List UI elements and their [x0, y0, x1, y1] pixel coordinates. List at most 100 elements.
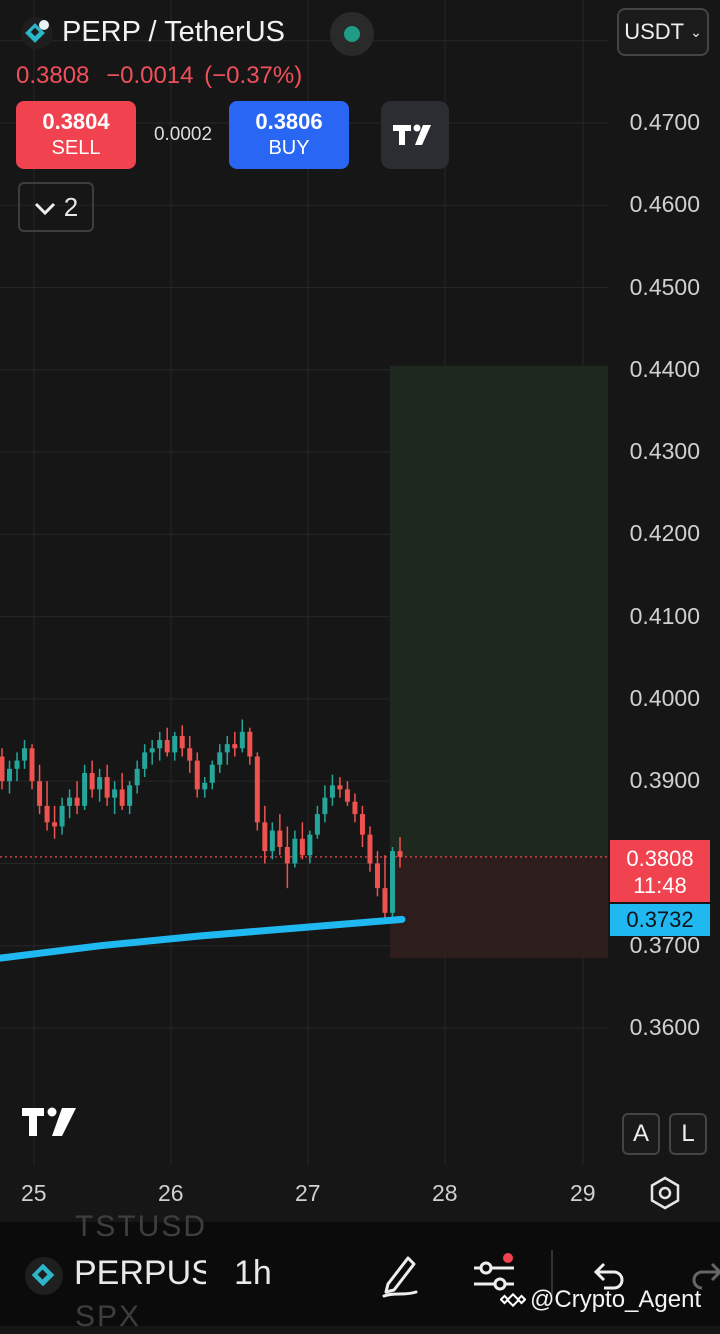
date-tick-label: 28: [432, 1180, 458, 1206]
candle-body: [389, 851, 395, 913]
currency-selector[interactable]: USDT ⌄: [617, 8, 709, 56]
scroll-ghost-symbol: TSTUSD: [75, 1210, 207, 1243]
candle-body: [149, 748, 155, 753]
candle-body: [299, 838, 305, 856]
undo-icon[interactable]: [590, 1258, 626, 1294]
date-tick-label: 26: [158, 1180, 184, 1206]
tradingview-button[interactable]: [381, 101, 449, 169]
toolbar-divider: [551, 1250, 553, 1302]
candle-body: [22, 748, 28, 761]
market-status[interactable]: [330, 12, 374, 56]
candle-body: [284, 847, 290, 864]
last-price: 0.3808: [16, 62, 90, 89]
redo-icon[interactable]: [690, 1258, 720, 1294]
price-tick-label: 0.3700: [629, 931, 700, 958]
candles: [0, 719, 403, 923]
last-price-tag: 0.3808 11:48: [610, 840, 710, 902]
market-open-dot-icon: [344, 26, 360, 42]
candle-body: [202, 782, 208, 790]
candle-body: [217, 752, 223, 765]
date-tick-label: 27: [295, 1180, 321, 1206]
candle-body: [104, 777, 110, 798]
candle-body: [119, 789, 125, 806]
candle-body: [0, 756, 5, 782]
candle-body: [337, 785, 343, 790]
candle-body: [172, 735, 178, 753]
candle-body: [112, 789, 118, 798]
candle-body: [322, 797, 328, 815]
candle-body: [194, 760, 200, 790]
candle-body: [254, 756, 260, 823]
symbol-selector[interactable]: PERPUS: [74, 1254, 206, 1292]
interval-selector[interactable]: 1h: [234, 1254, 272, 1292]
candle-body: [277, 830, 283, 847]
candle-body: [269, 830, 275, 852]
log-scale-button[interactable]: L: [669, 1113, 707, 1155]
price-tick-label: 0.4000: [629, 684, 700, 711]
candle-body: [67, 797, 73, 806]
tradingview-watermark-icon: [22, 1107, 76, 1136]
symbol-logo-icon: [21, 17, 53, 49]
currency-label: USDT: [624, 19, 685, 44]
price-tick-label: 0.3900: [629, 767, 700, 794]
candle-body: [187, 748, 193, 761]
sell-button[interactable]: 0.3804 SELL: [16, 101, 136, 169]
candle-body: [7, 768, 13, 782]
candle-body: [367, 834, 373, 864]
price-tick-label: 0.4600: [629, 191, 700, 218]
candle-body: [134, 768, 140, 786]
candle-body: [179, 735, 185, 749]
candle-body: [44, 805, 50, 823]
candle-body: [14, 760, 20, 769]
sell-price: 0.3804: [42, 109, 110, 134]
moving-average-line: [0, 915, 406, 962]
buy-button[interactable]: 0.3806 BUY: [229, 101, 349, 169]
indicators-icon[interactable]: [470, 1252, 518, 1298]
symbol-logo-icon: [25, 1257, 63, 1295]
candle-body: [247, 731, 253, 757]
indicators-toggle[interactable]: 2: [18, 182, 94, 232]
candle-body: [224, 744, 230, 753]
buy-price: 0.3806: [255, 109, 323, 134]
date-tick-label: 25: [21, 1180, 47, 1206]
candle-body: [97, 777, 103, 790]
candle-body: [397, 851, 403, 857]
candle-body: [59, 805, 65, 827]
price-chart[interactable]: [0, 0, 720, 1222]
candle-body: [82, 772, 88, 806]
position-loss-zone: [390, 856, 608, 959]
last-price-tag-value: 0.3808: [626, 846, 694, 871]
candle-body: [314, 814, 320, 835]
tradingview-logo-icon: [393, 124, 431, 145]
candle-body: [232, 744, 238, 749]
candle-body: [239, 731, 245, 749]
chart-settings-icon[interactable]: [648, 1176, 682, 1210]
symbol-title[interactable]: PERP / TetherUS: [62, 16, 285, 48]
quote-line: 0.3808 −0.0014 (−0.37%): [16, 62, 312, 90]
candle-body: [74, 797, 80, 806]
indicators-count: 2: [63, 191, 79, 222]
change-abs: −0.0014: [106, 62, 194, 89]
candle-body: [292, 838, 298, 864]
candle-body: [89, 772, 95, 790]
sell-label: SELL: [51, 137, 101, 159]
auto-scale-button[interactable]: A: [622, 1113, 660, 1155]
price-tick-label: 0.4500: [629, 273, 700, 300]
candle-body: [329, 785, 335, 798]
candle-body: [164, 740, 170, 753]
candle-body: [382, 888, 388, 913]
moving-average-tag: 0.3732: [610, 904, 710, 936]
chevron-down-icon: ⌄: [690, 23, 702, 40]
candle-body: [127, 785, 133, 806]
spread-value: 0.0002: [153, 124, 213, 145]
date-tick-label: 29: [570, 1180, 596, 1206]
candle-body: [29, 748, 35, 782]
buy-label: BUY: [268, 137, 310, 159]
candle-body: [209, 764, 215, 783]
candle-countdown: 11:48: [633, 873, 687, 898]
scroll-ghost-symbol: SPX: [75, 1300, 142, 1333]
pencil-icon[interactable]: [378, 1250, 422, 1298]
author-handle: @Crypto_Agent: [530, 1286, 702, 1313]
candle-body: [374, 863, 380, 889]
candle-body: [37, 781, 43, 806]
